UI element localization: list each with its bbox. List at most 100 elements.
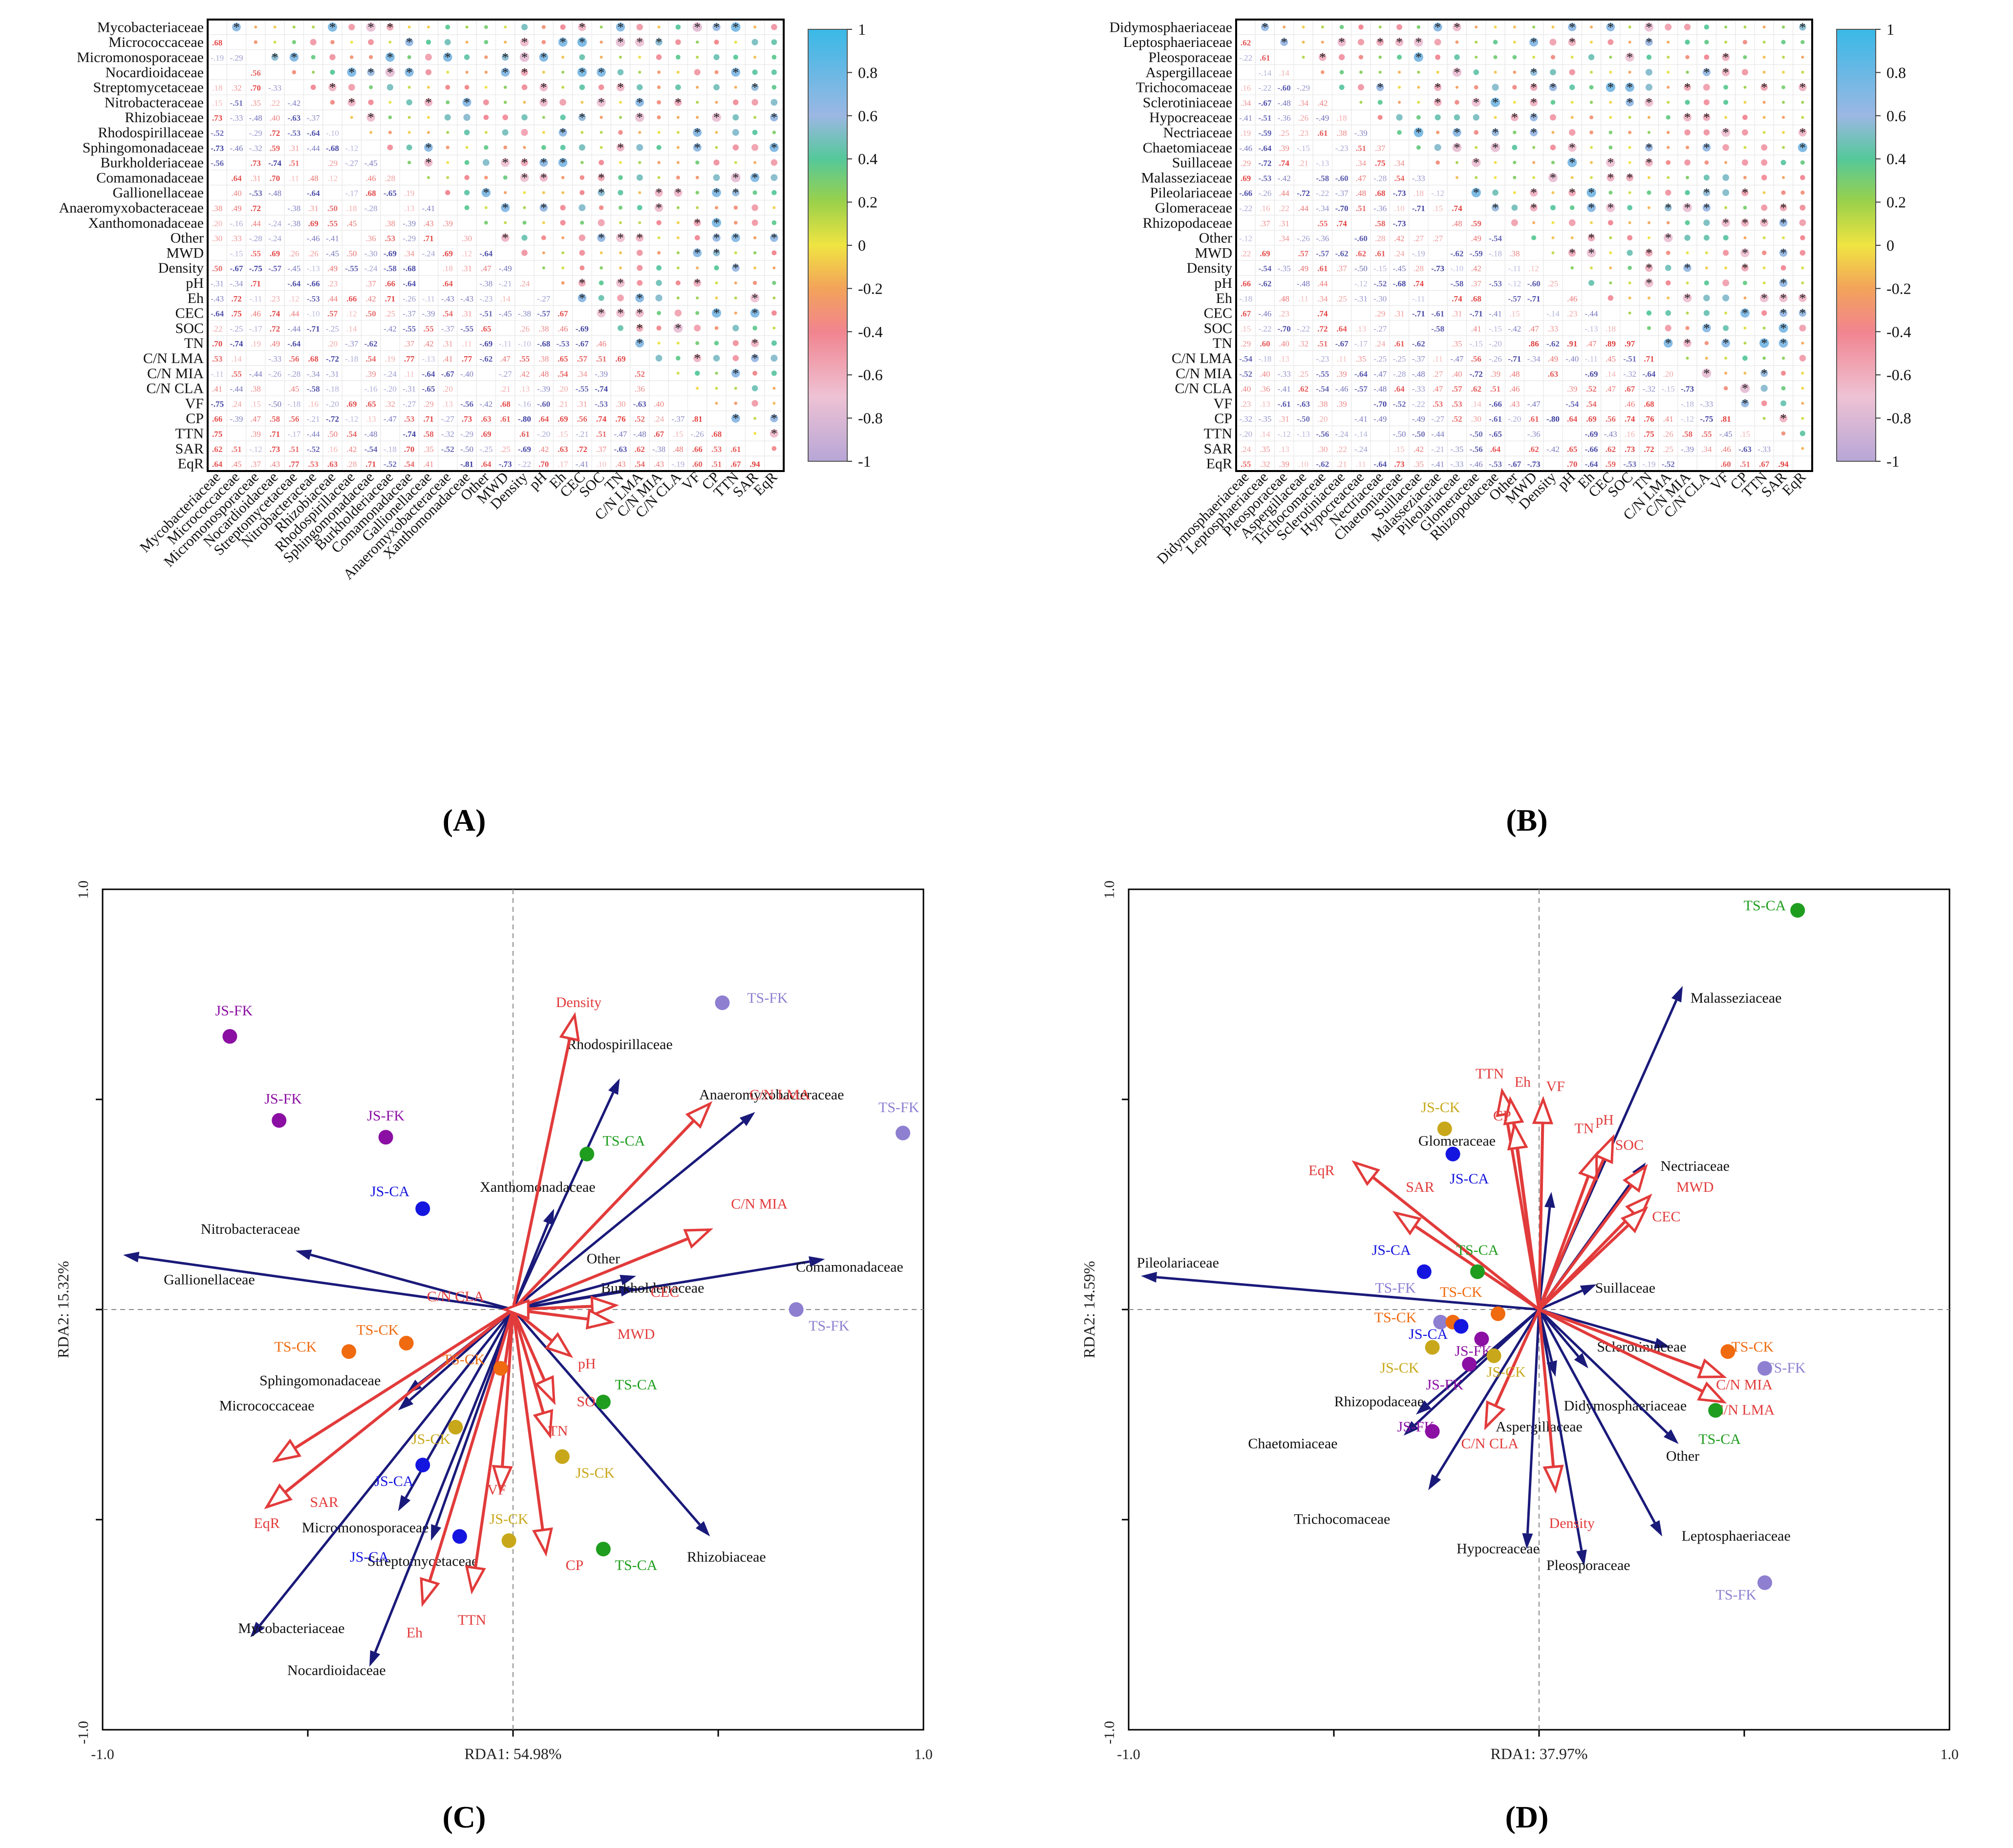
row-label-micrococcaceae: Micrococcaceae [108, 34, 204, 50]
environment-label-cec: CEC [651, 1284, 679, 1300]
colorbar-tick-label: 0.8 [1886, 64, 1906, 81]
significance-marker: * [1799, 141, 1806, 155]
correlation-circle [616, 22, 625, 32]
correlation-value: .44 [327, 294, 338, 303]
correlation-value: .29 [1241, 159, 1251, 168]
correlation-circle [1452, 67, 1462, 77]
correlation-value: .71 [423, 414, 433, 424]
correlation-value: .73 [462, 414, 472, 424]
colorbar-tick-label: 0 [1886, 236, 1894, 254]
significance-marker: * [1665, 336, 1671, 350]
correlation-value: .24 [1375, 339, 1386, 348]
significance-marker: * [579, 20, 585, 34]
correlation-circle [1590, 221, 1593, 224]
correlation-circle [1742, 114, 1748, 120]
correlation-value: -.73 [499, 460, 512, 469]
correlation-value: .61 [1260, 53, 1270, 63]
correlation-circle [638, 161, 642, 164]
correlation-circle [484, 25, 488, 29]
correlation-circle [1721, 128, 1731, 137]
correlation-circle [1801, 116, 1804, 119]
correlation-circle [425, 54, 432, 61]
correlation-value: .47 [1356, 173, 1367, 183]
correlation-circle [465, 70, 469, 74]
colorbar-tick-label: -0.8 [1886, 409, 1911, 427]
correlation-value: .32 [231, 84, 241, 93]
correlation-value: .55 [423, 324, 433, 333]
correlation-circle [637, 280, 643, 286]
correlation-value: .37 [365, 279, 376, 288]
correlation-circle [598, 84, 604, 90]
row-label-c-n-cla: C/N CLA [146, 381, 204, 397]
correlation-circle [714, 326, 719, 330]
correlation-circle [1589, 115, 1594, 120]
correlation-circle [1724, 371, 1728, 375]
correlation-value: -.10 [1450, 264, 1463, 273]
significance-marker: * [1435, 95, 1441, 109]
correlation-value: -.48 [268, 189, 281, 198]
correlation-circle [635, 112, 644, 122]
correlation-value: .65 [1567, 445, 1577, 454]
correlation-circle [751, 400, 758, 407]
correlation-circle [1762, 417, 1766, 420]
correlation-circle [1703, 189, 1711, 196]
correlation-circle [734, 296, 737, 300]
correlation-value: .26 [1298, 113, 1308, 123]
correlation-circle [1513, 191, 1516, 194]
correlation-value: .31 [443, 339, 453, 348]
correlation-value: -.19 [211, 53, 224, 63]
correlation-circle [1647, 130, 1651, 134]
correlation-circle [1667, 41, 1670, 44]
correlation-circle [580, 101, 584, 104]
correlation-circle [771, 24, 777, 30]
significance-marker: * [1262, 20, 1268, 34]
significance-marker: * [1761, 366, 1767, 381]
correlation-value: .46 [1625, 399, 1635, 408]
correlation-circle [1513, 25, 1516, 29]
correlation-value: .54 [346, 430, 357, 439]
correlation-circle [424, 143, 433, 152]
correlation-circle [542, 221, 545, 224]
correlation-circle [521, 250, 528, 256]
correlation-circle [696, 296, 699, 300]
correlation-circle [1684, 84, 1691, 91]
correlation-value: .54 [1586, 399, 1597, 408]
correlation-value: .22 [1279, 204, 1289, 213]
y-tick-label: -1.0 [75, 1721, 91, 1744]
correlation-value: .47 [481, 264, 492, 273]
environment-label-density: Density [1549, 1515, 1595, 1531]
correlation-value: .60 [1721, 460, 1731, 469]
significance-marker: * [1607, 171, 1614, 185]
correlation-circle [1762, 56, 1766, 59]
correlation-circle [542, 131, 545, 134]
correlation-circle [731, 22, 741, 32]
correlation-value: .19 [251, 339, 261, 348]
correlation-value: -.41 [1354, 414, 1368, 424]
correlation-value: .64 [1337, 324, 1348, 333]
significance-marker: * [540, 81, 547, 95]
colorbar-tick-label: -0.4 [858, 323, 883, 341]
correlation-value: .18 [1413, 189, 1424, 198]
correlation-circle [694, 235, 700, 241]
correlation-value: .25 [1337, 294, 1347, 303]
correlation-value: .44 [251, 219, 261, 228]
correlation-circle [446, 146, 450, 150]
significance-marker: * [713, 216, 720, 230]
significance-marker: * [1780, 201, 1787, 215]
correlation-circle [1664, 204, 1672, 212]
correlation-value: .54 [635, 460, 645, 469]
correlation-value: .73 [212, 113, 222, 123]
significance-marker: * [1703, 65, 1710, 80]
correlation-circle [273, 41, 277, 44]
correlation-value: .29 [1241, 339, 1251, 348]
row-label-micromonosporaceae: Micromonosporaceae [77, 49, 204, 65]
correlation-value: .42 [519, 369, 530, 379]
correlation-value: .13 [1279, 354, 1289, 364]
significance-marker: * [1588, 186, 1595, 200]
correlation-circle [1644, 22, 1654, 32]
correlation-circle [1492, 189, 1499, 196]
correlation-value: -.70 [1278, 324, 1291, 333]
panel-label-c: (C) [443, 1800, 486, 1834]
correlation-circle [542, 70, 545, 74]
correlation-circle [1359, 70, 1363, 74]
